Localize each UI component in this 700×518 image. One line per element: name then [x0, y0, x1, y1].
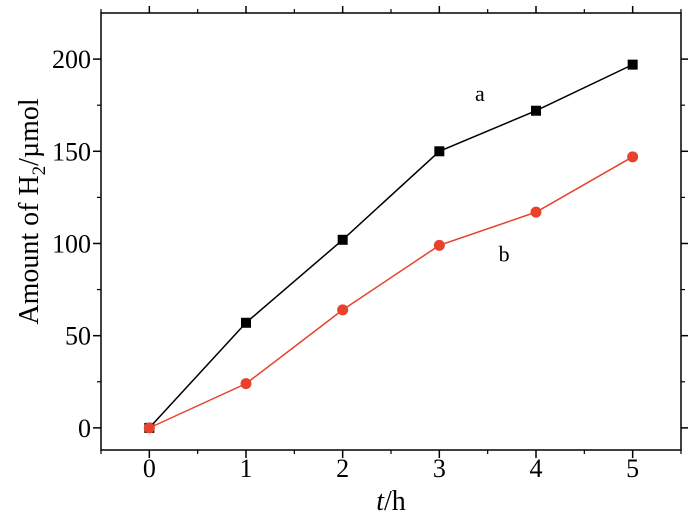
y-axis-title-sub: 2: [29, 166, 50, 176]
x-tick-label: 0: [143, 454, 156, 483]
y-tick-label: 200: [52, 45, 91, 74]
plot-frame: [100, 12, 682, 451]
x-tick-label: 1: [240, 454, 253, 483]
x-axis-title-italic: t: [376, 486, 385, 517]
series-label-b: b: [499, 242, 510, 267]
series-layer: ab: [143, 59, 639, 434]
y-tick-label: 0: [78, 414, 91, 443]
y-axis-title-main: Amount of H: [14, 175, 45, 324]
x-tick-label: 3: [433, 454, 446, 483]
point-a: [434, 146, 445, 157]
point-b: [143, 422, 155, 434]
y-axis-title-unit: /µmol: [14, 98, 45, 166]
point-a: [241, 317, 251, 328]
series-b: [143, 151, 639, 434]
point-b: [240, 378, 252, 390]
point-b: [627, 151, 639, 163]
point-a: [337, 234, 348, 245]
series-label-a: a: [475, 81, 485, 106]
axis-ticks: [93, 6, 688, 458]
point-b: [530, 206, 542, 218]
x-axis-title-unit: /h: [384, 486, 406, 517]
point-b: [433, 239, 445, 251]
y-axis-title: Amount of H2/µmol: [14, 98, 50, 325]
y-tick-label: 50: [65, 322, 91, 351]
series-line-a: [148, 63, 633, 429]
series-a: [144, 59, 638, 433]
y-tick-label: 150: [52, 137, 91, 166]
y-tick-label: 100: [52, 229, 91, 258]
x-tick-label: 2: [336, 454, 349, 483]
point-a: [531, 105, 541, 116]
x-tick-label: 5: [626, 454, 639, 483]
x-axis-title: t/h: [376, 486, 406, 517]
point-a: [627, 59, 638, 70]
x-tick-label: 4: [530, 454, 543, 483]
point-b: [337, 304, 349, 316]
series-line-b: [149, 156, 634, 429]
